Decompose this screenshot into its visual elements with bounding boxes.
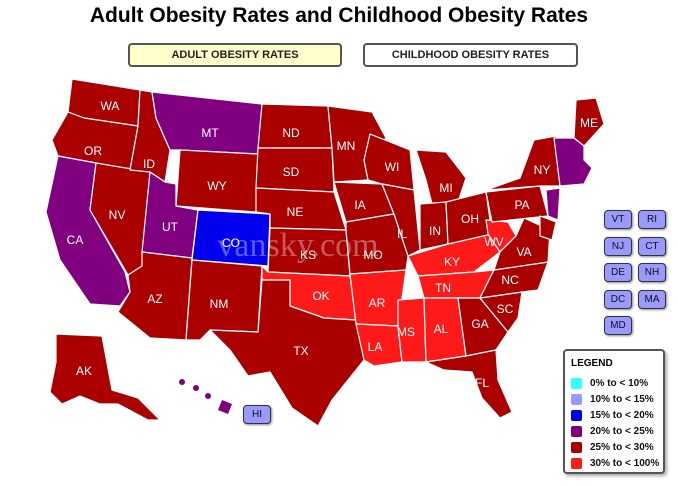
state-ga[interactable] xyxy=(457,297,509,357)
legend-swatch-purple xyxy=(571,426,582,437)
legend-swatch-red xyxy=(571,458,582,469)
label-ar: AR xyxy=(369,296,386,310)
legend-item-15-20: 15% to < 20% xyxy=(571,410,654,421)
legend-item-20-25: 20% to < 25% xyxy=(571,426,654,437)
label-nd: ND xyxy=(282,126,300,140)
label-ms: MS xyxy=(397,325,415,339)
label-fl: FL xyxy=(475,376,489,390)
label-ia: IA xyxy=(354,198,365,212)
state-button-hi[interactable]: HI xyxy=(243,405,271,424)
state-tx[interactable] xyxy=(209,279,365,427)
hawaii-island-1 xyxy=(179,379,185,385)
state-ak[interactable] xyxy=(49,333,161,421)
label-ny: NY xyxy=(534,163,551,177)
label-il: IL xyxy=(397,227,407,241)
state-de-md[interactable] xyxy=(539,215,557,241)
watermark: vansky.com xyxy=(217,227,378,264)
state-button-nj[interactable]: NJ xyxy=(604,237,632,256)
label-wy: WY xyxy=(207,179,226,193)
label-mt: MT xyxy=(201,126,219,140)
label-va: VA xyxy=(516,245,531,259)
label-wv: WV xyxy=(484,235,503,249)
legend-label: 30% to < 100% xyxy=(590,458,660,469)
label-ky: KY xyxy=(444,255,460,269)
legend-swatch-dark-red xyxy=(571,442,582,453)
label-co: CO xyxy=(222,236,240,250)
label-al: AL xyxy=(434,322,449,336)
label-ca: CA xyxy=(67,233,84,247)
legend-label: 10% to < 15% xyxy=(590,394,654,405)
label-mn: MN xyxy=(337,139,356,153)
legend-swatch-blue xyxy=(571,410,582,421)
label-ok: OK xyxy=(312,289,329,303)
state-button-dc[interactable]: DC xyxy=(604,290,632,309)
state-ms[interactable] xyxy=(397,297,427,363)
legend: LEGEND 0% to < 10% 10% to < 15% 15% to <… xyxy=(563,349,665,474)
legend-swatch-light-blue xyxy=(571,394,582,405)
label-pa: PA xyxy=(514,198,529,212)
state-mt[interactable] xyxy=(151,91,263,155)
legend-item-10-15: 10% to < 15% xyxy=(571,394,654,405)
childhood-obesity-rates-tab[interactable]: CHILDHOOD OBESITY RATES xyxy=(363,43,578,67)
label-nm: NM xyxy=(210,297,229,311)
legend-title: LEGEND xyxy=(571,358,613,369)
label-wa: WA xyxy=(101,99,120,113)
state-button-nh[interactable]: NH xyxy=(638,263,666,282)
legend-item-25-30: 25% to < 30% xyxy=(571,442,654,453)
legend-label: 20% to < 25% xyxy=(590,426,654,437)
legend-item-0-10: 0% to < 10% xyxy=(571,378,648,389)
page-title: Adult Obesity Rates and Childhood Obesit… xyxy=(89,4,589,27)
state-button-md[interactable]: MD xyxy=(604,316,632,335)
adult-obesity-rates-tab[interactable]: ADULT OBESITY RATES xyxy=(128,43,342,67)
hawaii-island-3 xyxy=(205,393,211,399)
label-in: IN xyxy=(429,224,441,238)
state-fl[interactable] xyxy=(425,349,513,419)
label-mo: MO xyxy=(363,248,382,262)
label-tx: TX xyxy=(293,344,308,358)
hawaii-island-big xyxy=(218,400,232,414)
label-or: OR xyxy=(84,144,102,158)
legend-label: 25% to < 30% xyxy=(590,442,654,453)
state-nj[interactable] xyxy=(545,187,561,221)
label-nv: NV xyxy=(109,208,126,222)
state-ny[interactable] xyxy=(485,135,561,191)
state-button-ri[interactable]: RI xyxy=(638,210,666,229)
label-ne: NE xyxy=(287,205,304,219)
label-me: ME xyxy=(580,116,598,130)
legend-item-30-100: 30% to < 100% xyxy=(571,458,659,469)
label-ga: GA xyxy=(471,317,488,331)
label-tn: TN xyxy=(435,281,451,295)
label-ks: KS xyxy=(300,248,316,262)
label-sd: SD xyxy=(283,165,300,179)
label-sc: SC xyxy=(497,302,514,316)
state-me[interactable] xyxy=(573,97,605,147)
state-il[interactable] xyxy=(381,183,421,257)
legend-swatch-cyan xyxy=(571,378,582,389)
state-new-england[interactable] xyxy=(553,137,593,187)
state-nc[interactable] xyxy=(479,261,549,299)
legend-label: 0% to < 10% xyxy=(590,378,649,389)
label-oh: OH xyxy=(461,212,479,226)
label-mi: MI xyxy=(439,181,452,195)
label-id: ID xyxy=(143,157,155,171)
label-nc: NC xyxy=(501,273,519,287)
state-button-ct[interactable]: CT xyxy=(638,237,666,256)
legend-label: 15% to < 20% xyxy=(590,410,654,421)
label-la: LA xyxy=(368,340,383,354)
hawaii-island-2 xyxy=(193,385,199,391)
state-la[interactable] xyxy=(355,323,403,367)
label-ut: UT xyxy=(162,220,179,234)
state-mi[interactable] xyxy=(415,149,467,205)
state-button-vt[interactable]: VT xyxy=(604,210,632,229)
state-button-ma[interactable]: MA xyxy=(638,290,666,309)
label-ak: AK xyxy=(76,364,92,378)
state-button-de[interactable]: DE xyxy=(604,263,632,282)
label-wi: WI xyxy=(385,160,400,174)
label-az: AZ xyxy=(147,292,162,306)
